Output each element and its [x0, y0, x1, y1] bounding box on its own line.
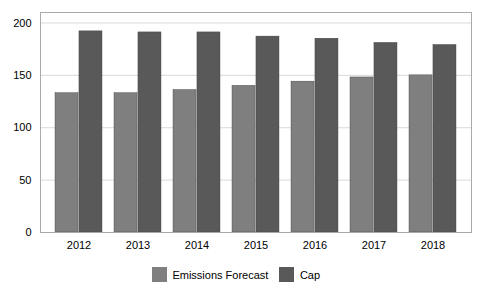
svg-text:2014: 2014: [185, 239, 209, 251]
html-text:Emissions Forecast: Emissions Forecast: [172, 268, 269, 281]
svg-text:2017: 2017: [362, 239, 386, 251]
svg-text:200: 200: [13, 16, 31, 28]
svg-text:2015: 2015: [244, 239, 268, 251]
svg-text:2018: 2018: [421, 239, 445, 251]
svg-text:0: 0: [25, 226, 31, 238]
svg-text:100: 100: [13, 121, 31, 133]
svg-text:150: 150: [13, 69, 31, 81]
svg-text:50: 50: [19, 174, 31, 186]
svg-text:2012: 2012: [67, 239, 91, 251]
svg-text:2016: 2016: [303, 239, 327, 251]
svg-text:2013: 2013: [126, 239, 150, 251]
html-text:Cap: Cap: [299, 268, 321, 281]
